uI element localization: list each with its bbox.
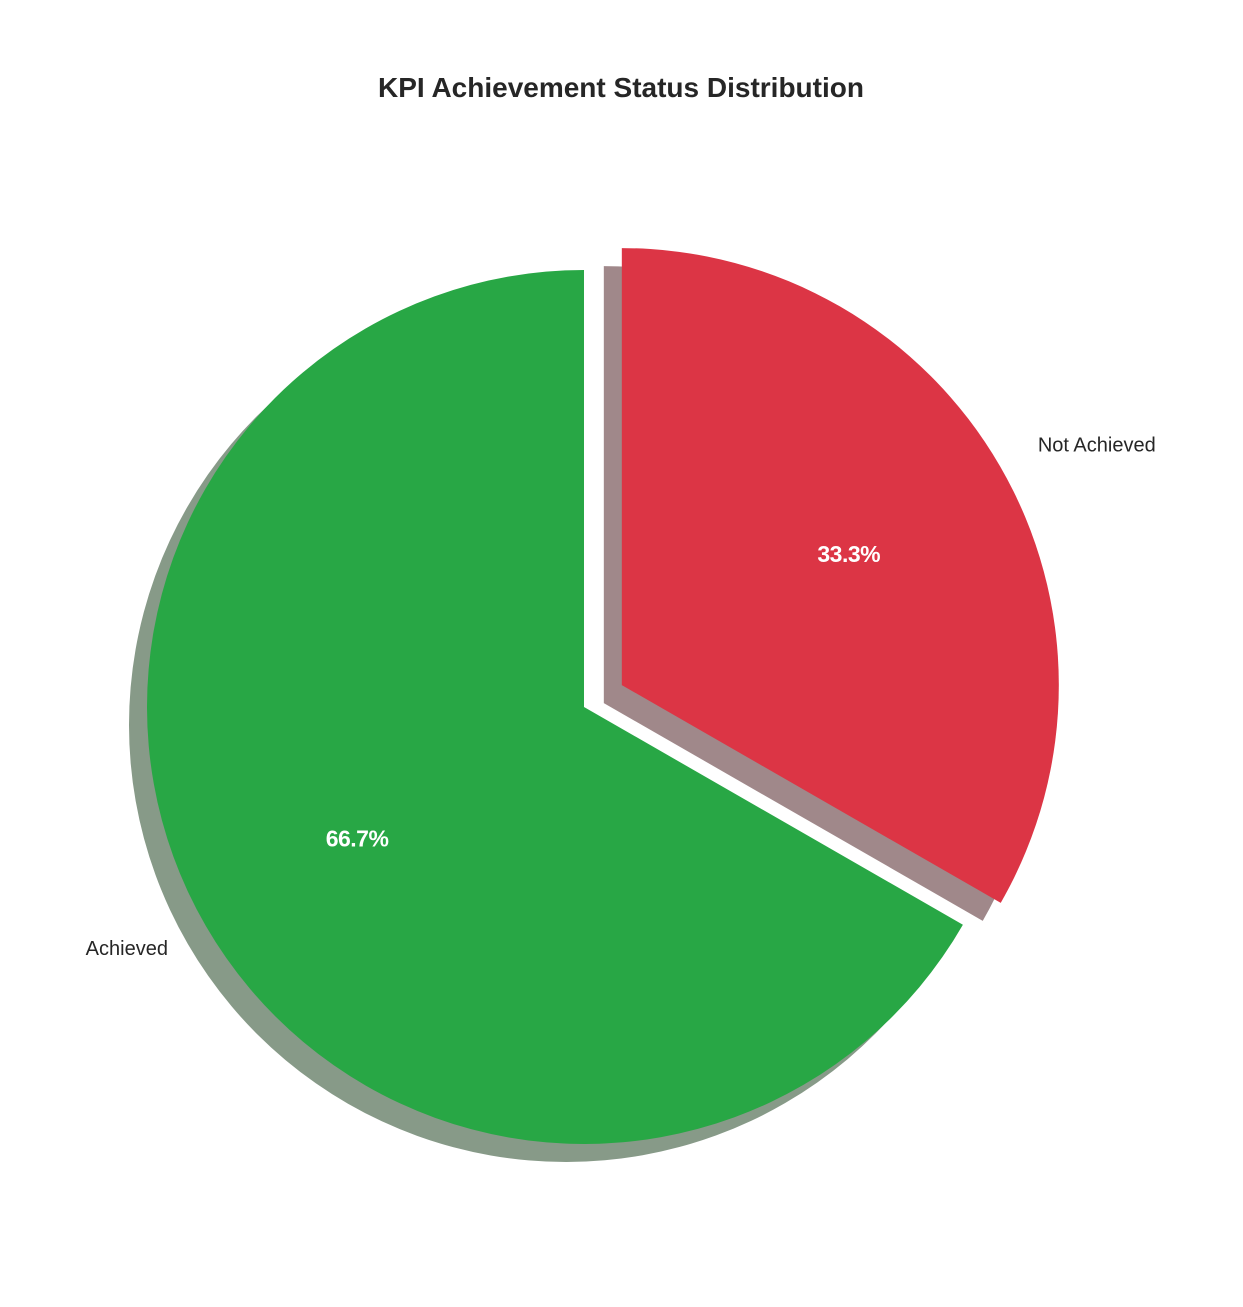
slices [146, 248, 1059, 1144]
chart-title: KPI Achievement Status Distribution [378, 72, 864, 103]
percent-label-not-achieved: 33.3% [817, 541, 880, 567]
slice-not-achieved [621, 248, 1059, 903]
percent-label-achieved: 66.7% [326, 825, 389, 851]
category-label-not-achieved: Not Achieved [1038, 434, 1156, 456]
labels: Achieved 66.7% Not Achieved 33.3% [86, 434, 1156, 959]
slice-achieved [146, 270, 963, 1144]
category-label-achieved: Achieved [86, 938, 168, 960]
